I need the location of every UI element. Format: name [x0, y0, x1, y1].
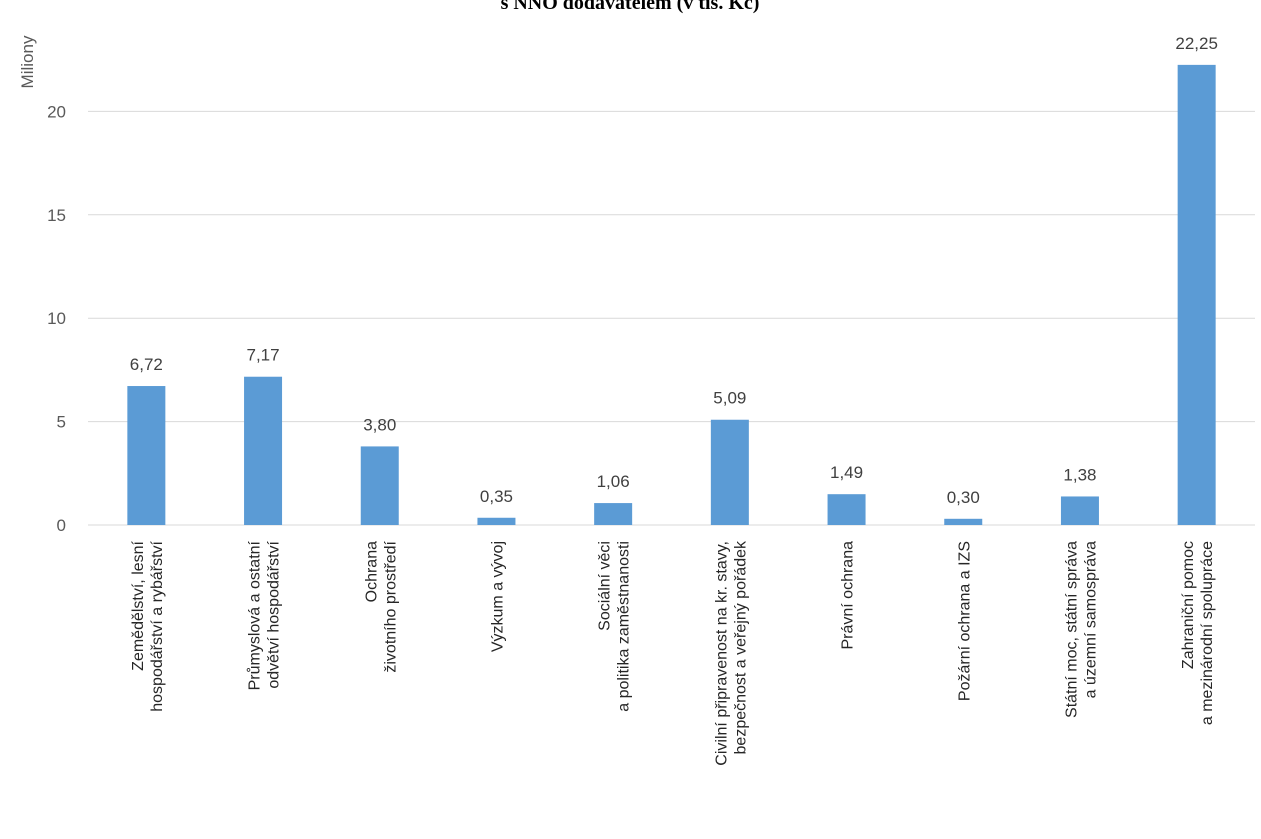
category-label: Ochrana životního prostředí: [363, 540, 399, 672]
y-tick-label: 0: [57, 516, 66, 535]
bar: [1060, 496, 1099, 525]
category-label-line: a mezinárodní spolupráce: [1199, 541, 1216, 725]
category-label-line: a územní samospráva: [1082, 541, 1099, 699]
chart-title: s NNO dodavatelem (v tis. Kč): [501, 0, 760, 14]
category-label-line: hospodářství a rybářství: [149, 540, 166, 711]
data-label: 1,38: [1063, 465, 1096, 484]
data-labels: 6,72 7,17 3,80 0,35 1,06 5,09 1,49 0,30 1,38 22,2…: [130, 34, 1218, 507]
category-label: Civilní připravenost na kr. stavy, bezpeč…: [713, 540, 749, 766]
bars: [127, 64, 1216, 526]
data-label: 6,72: [130, 355, 163, 374]
bar: [1177, 64, 1216, 526]
category-label: Státní moc, státní správa a územní samosp…: [1063, 541, 1099, 718]
y-axis-ticks: 0 5 10 15 20: [47, 102, 66, 535]
category-label-line: Průmyslová a ostatní: [246, 540, 264, 690]
bar: [827, 494, 866, 525]
category-label-line: bezpečnost a veřejný pořádek: [732, 540, 749, 754]
data-label: 0,35: [480, 487, 513, 506]
data-label: 0,30: [947, 488, 980, 507]
category-label-line: Sociální věci: [597, 541, 614, 631]
category-label: Zemědělství, lesní hospodářství a rybářst…: [130, 540, 166, 711]
data-label: 5,09: [713, 389, 746, 408]
category-label: Požární ochrana a IZS: [956, 541, 973, 701]
category-label-line: Ochrana: [363, 541, 380, 602]
data-label: 22,25: [1175, 34, 1218, 53]
y-tick-label: 10: [47, 309, 66, 328]
bar: [594, 503, 633, 525]
y-tick-label: 15: [47, 206, 66, 225]
category-label: Zahraniční pomoc a mezinárodní spolupráce: [1180, 541, 1216, 725]
data-label: 1,06: [597, 472, 630, 491]
category-label-line: odvětví hospodářství: [266, 540, 283, 688]
data-label: 7,17: [247, 346, 280, 365]
category-labels: Zemědělství, lesní hospodářství a rybářst…: [130, 540, 1216, 766]
category-label-line: Zemědělství, lesní: [130, 540, 147, 670]
category-label-line: Civilní připravenost na kr. stavy,: [713, 541, 730, 766]
bar: [477, 517, 516, 525]
data-label: 1,49: [830, 463, 863, 482]
category-label: Právní ochrana: [840, 541, 857, 650]
bar: [360, 446, 399, 525]
category-label: Průmyslová a ostatní odvětví hospodářství: [246, 540, 283, 690]
y-tick-label: 20: [47, 102, 66, 121]
bar: [127, 386, 166, 525]
data-label: 3,80: [363, 415, 396, 434]
category-label-line: Zahraniční pomoc: [1180, 541, 1197, 669]
category-label-line: a politika zaměstnanosti: [616, 541, 633, 712]
gridlines: [88, 110, 1255, 526]
bar: [944, 518, 983, 525]
category-label-line: Státní moc, státní správa: [1063, 541, 1080, 718]
category-label-line: Požární ochrana a IZS: [956, 541, 973, 701]
category-label-line: životního prostředí: [382, 540, 399, 672]
category-label-line: Právní ochrana: [840, 541, 857, 650]
category-label-line: Výzkum a vývoj: [489, 541, 506, 652]
bar: [710, 419, 749, 525]
category-label: Sociální věci a politika zaměstnanosti: [597, 541, 633, 712]
y-tick-label: 5: [57, 413, 66, 432]
bar: [244, 376, 283, 525]
y-axis-label: Miliony: [18, 35, 37, 88]
category-label: Výzkum a vývoj: [489, 541, 506, 652]
